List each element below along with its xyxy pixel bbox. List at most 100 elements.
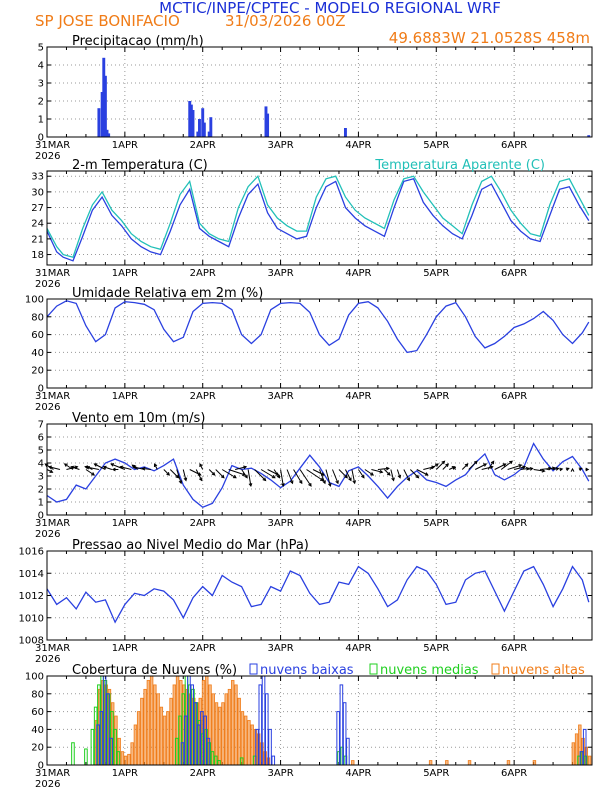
panel-title-rh: Umidade Relativa em 2m (%)	[72, 286, 263, 301]
wind-vector-head	[322, 480, 326, 485]
wind-vector	[133, 466, 145, 470]
wind-vector	[254, 469, 266, 481]
wind-vector	[468, 460, 478, 470]
cloud-bar-nuvens-altas	[162, 715, 167, 766]
wind-vector	[396, 469, 401, 478]
x-tick-label: 4APR	[345, 643, 371, 654]
wind-vector-head	[361, 474, 365, 479]
wind-vector-head	[370, 472, 375, 476]
wind-vector-head	[509, 460, 514, 465]
cloud-bar-nuvens-altas	[221, 702, 225, 766]
wind-vector	[182, 469, 187, 481]
precip-bar	[266, 113, 270, 137]
wind-vector-head	[289, 480, 294, 485]
wind-vector-head	[199, 463, 203, 468]
wind-vector-head	[585, 467, 590, 472]
wind-vector	[487, 460, 495, 470]
y-tick-label: 0	[38, 761, 44, 772]
wind-vector-head	[111, 467, 116, 472]
wind-vector	[120, 466, 132, 470]
x-tick-label: 3APR	[267, 140, 293, 151]
precip-bar	[198, 119, 201, 137]
y-tick-label: 1014	[19, 569, 44, 580]
series-line-pressao	[46, 565, 590, 624]
cloud-bar-nuvens-altas	[169, 697, 173, 766]
wind-vector	[235, 466, 247, 470]
x-tick-label: 3APR	[267, 268, 293, 279]
wind-vector	[481, 466, 493, 470]
x-tick-label: 31MAR	[35, 140, 70, 151]
header-date: 31/03/2026 00Z	[225, 12, 346, 30]
x-tick-label: 1APR	[112, 518, 138, 529]
y-tick-label: 100	[25, 672, 44, 683]
wind-vector-head	[220, 474, 225, 479]
wind-vector	[345, 469, 352, 481]
wind-vector-head	[271, 474, 276, 479]
x-tick-label: 4APR	[345, 268, 371, 279]
wind-vector	[48, 466, 61, 470]
y-tick-label: 27	[31, 203, 44, 214]
wind-vector-head	[386, 471, 391, 476]
wind-vector-head	[352, 480, 357, 485]
cloud-bar-nuvens-altas	[140, 697, 144, 766]
x-year-label: 2026	[35, 279, 60, 290]
x-tick-label: 5APR	[423, 391, 449, 402]
panel-title-wind: Vento em 10m (m/s)	[72, 411, 205, 426]
wind-vector-head	[348, 477, 352, 482]
wind-vector-head	[93, 463, 98, 467]
wind-vector-head	[483, 463, 488, 467]
x-year-label: 2026	[35, 654, 60, 665]
precip-bar	[264, 106, 268, 137]
y-tick-label: 1012	[19, 591, 44, 602]
cloud-bar-nuvens-altas	[506, 760, 511, 766]
wind-vector-head	[385, 466, 390, 471]
x-tick-label: 31MAR	[35, 643, 70, 654]
panel-temp: 18 21 24 27 30 33 31MAR 1APR 2APR 3APR 4APR 5APR 6AP…	[31, 158, 593, 290]
wind-vector	[409, 469, 419, 479]
precip-bar	[100, 92, 104, 137]
wind-vector-head	[183, 477, 188, 482]
wind-vector-head	[555, 467, 560, 471]
y-tick-label: 1	[38, 115, 44, 126]
wind-vector-head	[84, 465, 89, 470]
wind-vector	[64, 463, 74, 470]
precip-bar	[202, 122, 206, 137]
cloud-bar-nuvens-altas	[146, 680, 151, 766]
plot-frame	[46, 675, 593, 766]
y-tick-label: 1	[38, 498, 44, 509]
cloud-bar-nuvens-altas	[123, 755, 128, 766]
wind-vector-head	[198, 477, 203, 482]
wind-vector-head	[275, 472, 280, 476]
y-tick-label: 40	[31, 725, 44, 736]
y-tick-label: 30	[31, 187, 44, 198]
wind-vector-head	[244, 474, 248, 479]
panel-title-cloud: Cobertura de Nuvens (%)	[72, 663, 237, 678]
cloud-bar-nuvens-altas	[133, 724, 138, 766]
wind-vector	[103, 466, 113, 470]
wind-vector	[474, 463, 487, 470]
cloud-bar-nuvens-altas	[587, 755, 592, 766]
wind-vector	[442, 463, 449, 470]
legend-swatch	[491, 663, 500, 675]
x-tick-label: 6APR	[501, 391, 527, 402]
wind-vector	[110, 463, 126, 470]
wind-vector-head	[541, 468, 546, 473]
y-tick-label: 5	[38, 43, 44, 54]
header-title: MCTIC/INPE/CPTEC - MODELO REGIONAL WRF	[159, 0, 501, 17]
wind-vector	[312, 469, 325, 476]
x-year-label: 2026	[35, 402, 60, 413]
precip-bar	[102, 57, 106, 137]
wind-vector-head	[153, 463, 158, 468]
x-tick-label: 5APR	[423, 518, 449, 529]
x-tick-label: 6APR	[501, 268, 527, 279]
precip-bar	[201, 108, 205, 137]
wind-vector	[533, 469, 545, 472]
x-tick-label: 3APR	[267, 643, 293, 654]
wind-vector-head	[175, 474, 180, 479]
wind-vector	[208, 469, 216, 476]
y-tick-label: 18	[31, 250, 44, 261]
x-tick-label: 3APR	[267, 391, 293, 402]
x-tick-label: 31MAR	[35, 268, 70, 279]
wind-vector-head	[424, 472, 429, 476]
